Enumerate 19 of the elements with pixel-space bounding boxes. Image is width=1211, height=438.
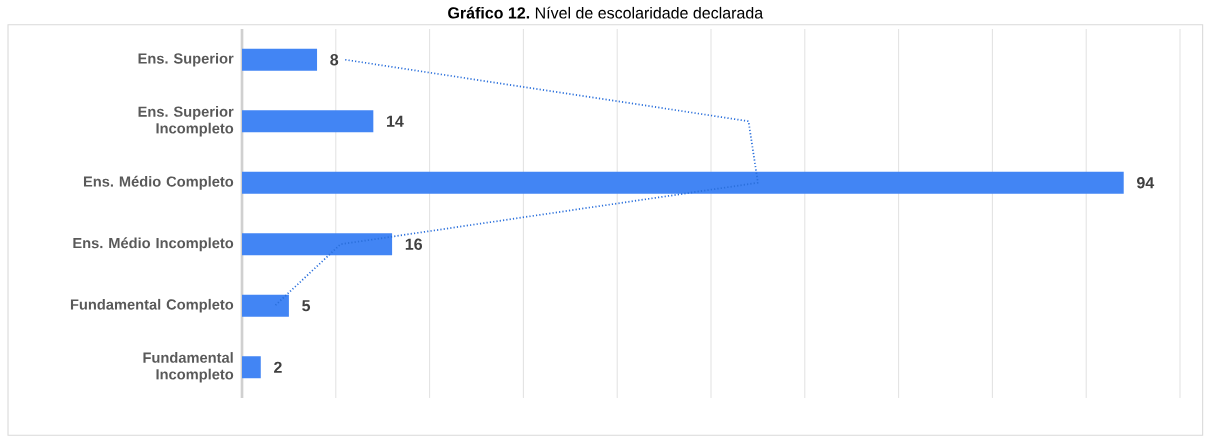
chart-title: Gráfico 12. Nível de escolaridade declarada [448, 6, 764, 19]
data-label: 16 [405, 238, 423, 250]
y-tick-label: Ens. Superior [138, 52, 234, 67]
data-label: 5 [302, 300, 311, 312]
bar [242, 48, 318, 71]
bar [242, 356, 261, 379]
data-label: 8 [330, 54, 339, 66]
y-tick-label: Fundamental Incompleto [143, 352, 234, 383]
bar [242, 171, 1124, 194]
data-label: 2 [274, 361, 282, 373]
bar [242, 294, 289, 317]
y-tick-label: Fundamental Completo [70, 298, 234, 313]
bar [242, 233, 393, 256]
y-tick-label: Ens. Médio Completo [83, 175, 234, 190]
y-tick-label: Ens. Superior Incompleto [138, 106, 234, 137]
data-label: 94 [1136, 177, 1155, 189]
data-label: 14 [387, 115, 404, 127]
bar [242, 110, 374, 133]
y-tick-label: Ens. Médio Incompleto [73, 237, 234, 252]
